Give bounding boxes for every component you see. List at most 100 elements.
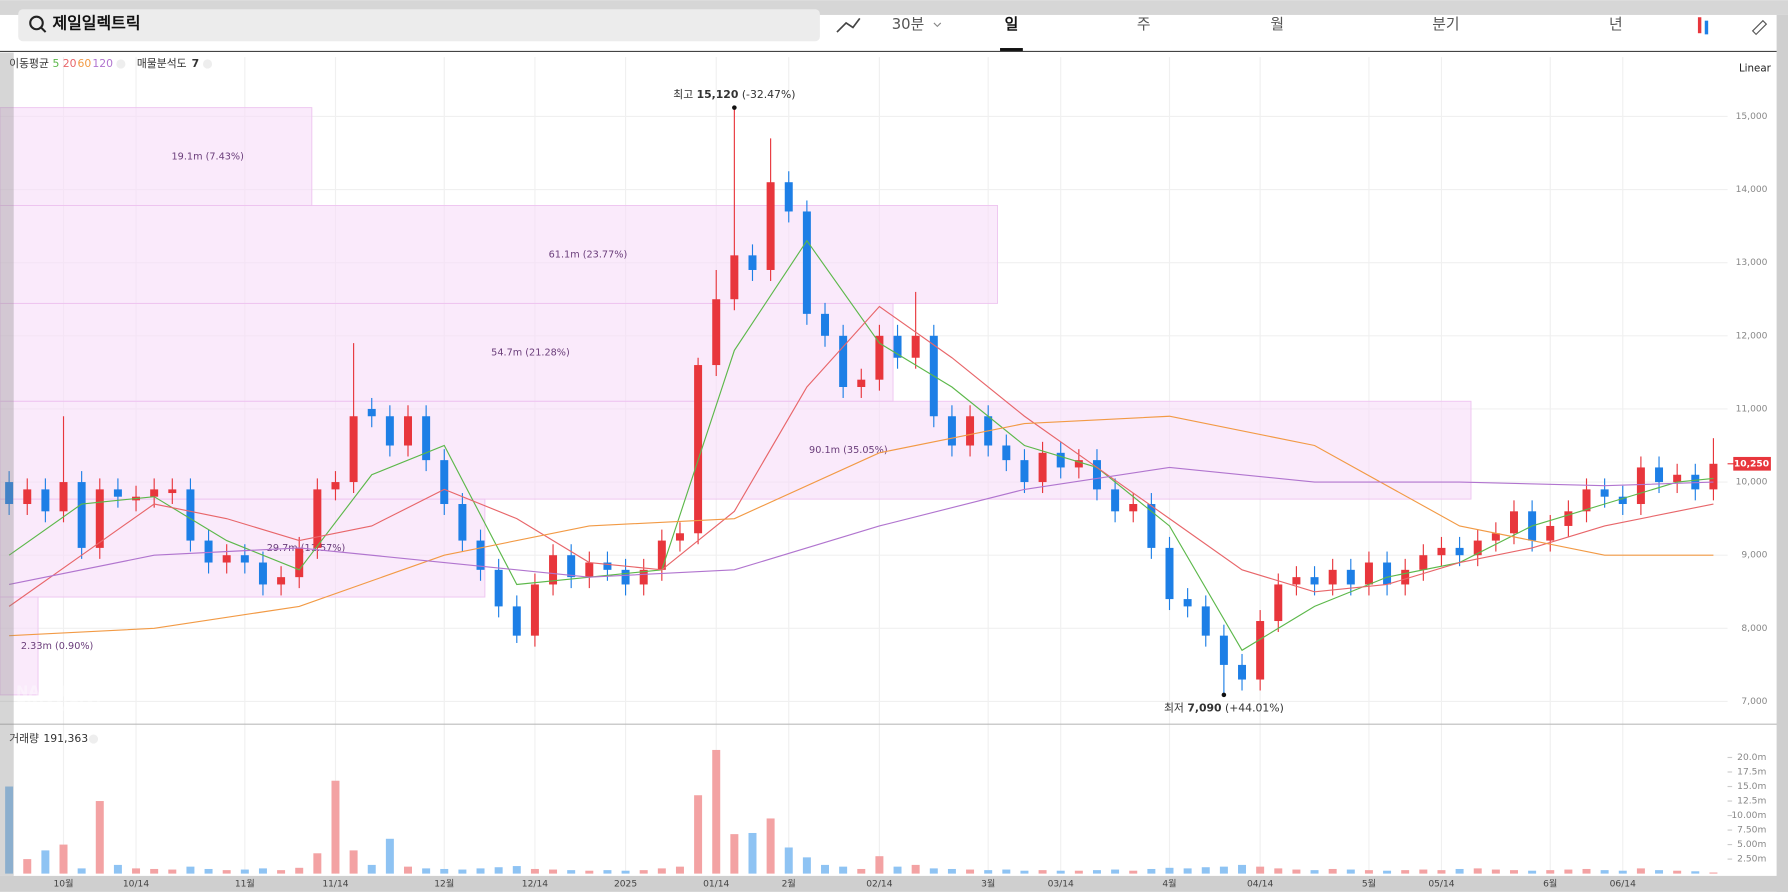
candle-body xyxy=(1455,547,1464,556)
extreme-marker xyxy=(732,105,737,110)
candle-body xyxy=(1310,577,1319,585)
candle-body xyxy=(1491,533,1500,541)
candle-body xyxy=(748,255,757,270)
volume-bar xyxy=(240,869,249,874)
volume-bar xyxy=(1455,868,1464,874)
volume-bar xyxy=(893,866,902,874)
candle-body xyxy=(77,482,86,548)
candle-body xyxy=(1074,460,1083,468)
volume-bar xyxy=(1274,868,1283,874)
volume-bar xyxy=(947,868,956,874)
volume-bar xyxy=(748,832,757,874)
extreme-label-part: 7,090 xyxy=(1187,702,1222,715)
candle-body xyxy=(277,577,286,585)
candle-body xyxy=(675,533,684,541)
volume-bar xyxy=(1473,868,1482,874)
candle-body xyxy=(512,606,521,636)
search-icon xyxy=(29,15,44,31)
volume-bar xyxy=(984,870,993,874)
period-tab[interactable]: 년 xyxy=(1609,16,1623,33)
candle-body xyxy=(440,460,449,505)
volume-bar xyxy=(404,866,412,874)
volume-bar xyxy=(313,853,322,874)
volume-bar xyxy=(1074,870,1083,874)
volume-bar xyxy=(1056,870,1065,874)
moving-average xyxy=(9,466,1714,586)
candle-body xyxy=(1274,584,1283,622)
close-button[interactable] xyxy=(202,59,213,69)
candle-body xyxy=(5,482,14,505)
volume-bar xyxy=(422,868,431,874)
volume-bar xyxy=(77,868,86,874)
period-tab[interactable]: 주 xyxy=(1137,16,1151,33)
candle-body xyxy=(893,335,902,358)
volume-bar xyxy=(331,780,340,874)
volume-bar xyxy=(1564,869,1573,874)
volume-bar xyxy=(1020,870,1029,874)
volume-bar xyxy=(694,795,703,874)
volume-bar xyxy=(1509,870,1518,874)
period-tab[interactable]: 분기 xyxy=(1432,16,1459,33)
x-tick-label: 4월 xyxy=(1162,877,1176,889)
volume-bar xyxy=(1582,868,1591,874)
volume-bar xyxy=(802,857,811,874)
candle-body xyxy=(621,569,630,585)
volume-tick-label: 10.00m xyxy=(1731,811,1766,821)
volume-tick-label: 17.5m xyxy=(1737,768,1766,778)
left-strip xyxy=(0,52,14,876)
volume-bar xyxy=(730,834,739,874)
candle-body xyxy=(1256,621,1265,680)
ma-legend[interactable]: 5 xyxy=(52,57,59,70)
volume-bar xyxy=(1419,869,1428,874)
candle-body xyxy=(222,555,231,563)
candle-body xyxy=(1509,511,1518,534)
moving-average xyxy=(8,305,1714,607)
interval-select[interactable]: 30분 xyxy=(892,16,924,33)
volume-bar xyxy=(349,850,358,874)
candle-body xyxy=(1383,562,1392,585)
ma-legend[interactable]: 20 xyxy=(63,57,77,70)
profile-count: 7 xyxy=(192,57,200,70)
profile-band xyxy=(0,400,1472,500)
extreme-marker xyxy=(1221,692,1227,698)
indicator-icon[interactable] xyxy=(836,17,861,33)
volume-bar xyxy=(567,870,576,874)
candle-body xyxy=(458,504,467,541)
search-text[interactable]: 제일일렉트릭 xyxy=(52,14,140,33)
period-tab[interactable]: 일 xyxy=(1005,16,1019,33)
volume-bar xyxy=(1201,867,1210,874)
volume-bar xyxy=(1383,870,1392,874)
ma-label: 이동평균 xyxy=(9,57,49,70)
close-button[interactable] xyxy=(88,734,99,744)
candle-body xyxy=(784,182,793,212)
candle-body xyxy=(712,299,721,366)
y-tick-label: 11,000 xyxy=(1736,404,1768,414)
extreme-label-part: (+44.01%) xyxy=(1225,702,1284,715)
candle-body xyxy=(1165,547,1174,600)
scale-select[interactable]: Linear xyxy=(1739,63,1772,75)
close-button[interactable] xyxy=(116,59,126,69)
chart-type-icon xyxy=(1704,20,1709,35)
candle-body xyxy=(1002,445,1011,461)
search-icon xyxy=(40,26,47,33)
extreme-label: 최저 7,090 (+44.01%) xyxy=(1164,702,1284,715)
period-tab[interactable]: 월 xyxy=(1270,16,1284,33)
draw-icon[interactable] xyxy=(1751,19,1768,36)
ma-legend[interactable]: 120 xyxy=(92,57,113,70)
chart-type-icon[interactable] xyxy=(1697,17,1702,34)
candle-body xyxy=(41,489,50,512)
ma-legend[interactable]: 60 xyxy=(78,57,92,70)
candle-body xyxy=(1346,569,1355,585)
watermark: NAVER xyxy=(16,683,72,700)
volume-bar xyxy=(784,847,793,874)
volume-bar xyxy=(1219,866,1228,874)
candle-body xyxy=(947,416,956,446)
volume-bar xyxy=(367,864,376,874)
volume-bar xyxy=(476,868,485,874)
candle-body xyxy=(1582,489,1591,512)
search-box[interactable] xyxy=(18,9,820,42)
volume-bar xyxy=(657,868,666,874)
profile-label: 54.7m (21.28%) xyxy=(491,347,570,358)
volume-bar xyxy=(1600,870,1609,874)
x-tick-label: 12/14 xyxy=(522,879,548,889)
